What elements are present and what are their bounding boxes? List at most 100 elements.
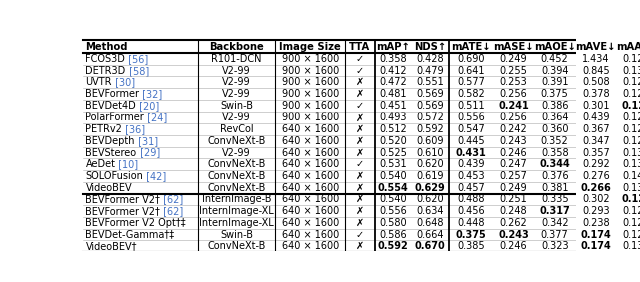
Text: 0.123: 0.123 [623, 230, 640, 239]
Text: 0.130: 0.130 [623, 159, 640, 169]
Text: ✗: ✗ [356, 194, 364, 204]
Text: 900 × 1600: 900 × 1600 [282, 101, 339, 111]
Text: 640 × 1600: 640 × 1600 [282, 171, 339, 181]
Text: 0.428: 0.428 [417, 54, 444, 64]
Text: 900 × 1600: 900 × 1600 [282, 113, 339, 122]
Text: 0.241: 0.241 [498, 101, 529, 111]
Text: 0.556: 0.556 [457, 113, 485, 122]
Text: BEVDet-Gamma†‡: BEVDet-Gamma†‡ [85, 230, 175, 239]
Text: ✗: ✗ [356, 124, 364, 134]
Text: 0.358: 0.358 [380, 54, 407, 64]
Text: 0.592: 0.592 [417, 124, 444, 134]
Text: ConvNeXt-B: ConvNeXt-B [207, 171, 266, 181]
Text: 640 × 1600: 640 × 1600 [282, 241, 339, 251]
Text: 0.360: 0.360 [541, 124, 568, 134]
Text: 0.293: 0.293 [582, 206, 609, 216]
Text: 0.551: 0.551 [417, 77, 444, 87]
Text: UVTR: UVTR [85, 77, 112, 87]
Text: 0.342: 0.342 [541, 218, 568, 228]
Text: BEVFormer V2 Opt†‡: BEVFormer V2 Opt†‡ [85, 218, 186, 228]
Text: 0.248: 0.248 [500, 206, 527, 216]
Text: V2-99: V2-99 [222, 147, 251, 158]
Text: [31]: [31] [135, 136, 158, 146]
Text: [10]: [10] [115, 159, 138, 169]
Text: [56]: [56] [125, 54, 148, 64]
Text: 0.376: 0.376 [541, 171, 568, 181]
Text: InternImage-XL: InternImage-XL [199, 218, 274, 228]
Text: 0.547: 0.547 [457, 124, 485, 134]
Text: VideoBEV: VideoBEV [85, 183, 132, 193]
Text: 0.247: 0.247 [500, 159, 527, 169]
Text: FCOS3D: FCOS3D [85, 54, 125, 64]
Text: 640 × 1600: 640 × 1600 [282, 206, 339, 216]
Text: 0.641: 0.641 [457, 66, 484, 76]
Text: 0.243: 0.243 [500, 136, 527, 146]
Text: ✗: ✗ [356, 89, 364, 99]
Text: Image Size: Image Size [279, 41, 341, 52]
Text: 0.138: 0.138 [623, 147, 640, 158]
Text: ConvNeXt-B: ConvNeXt-B [207, 159, 266, 169]
Text: [24]: [24] [144, 113, 168, 122]
Text: 0.262: 0.262 [500, 218, 527, 228]
Text: 0.554: 0.554 [378, 183, 408, 193]
Text: 0.439: 0.439 [457, 159, 484, 169]
Text: 0.690: 0.690 [457, 54, 484, 64]
Text: 0.302: 0.302 [582, 194, 609, 204]
Text: 0.128: 0.128 [623, 218, 640, 228]
Text: V2-99: V2-99 [222, 77, 251, 87]
Text: 0.133: 0.133 [623, 66, 640, 76]
Text: mAP↑: mAP↑ [376, 41, 410, 52]
Text: DETR3D: DETR3D [85, 66, 125, 76]
Text: 0.317: 0.317 [540, 206, 570, 216]
Text: ✗: ✗ [356, 218, 364, 228]
Text: 0.266: 0.266 [580, 183, 611, 193]
Text: SOLOFusion: SOLOFusion [85, 171, 143, 181]
Text: 0.385: 0.385 [457, 241, 485, 251]
Text: 0.378: 0.378 [582, 89, 609, 99]
Text: [62]: [62] [160, 206, 184, 216]
Text: ✗: ✗ [356, 136, 364, 146]
Text: mAVE↓: mAVE↓ [575, 41, 616, 52]
Text: 0.569: 0.569 [417, 101, 444, 111]
Text: V2-99: V2-99 [222, 66, 251, 76]
Text: ✗: ✗ [356, 113, 364, 122]
Text: 0.335: 0.335 [541, 194, 568, 204]
Text: TTA: TTA [349, 41, 371, 52]
Text: 0.456: 0.456 [457, 206, 485, 216]
Text: BEVFormer V2†: BEVFormer V2† [85, 194, 160, 204]
Text: 0.634: 0.634 [417, 206, 444, 216]
Text: 0.238: 0.238 [582, 218, 609, 228]
Text: 0.452: 0.452 [541, 54, 568, 64]
Text: 0.488: 0.488 [457, 194, 484, 204]
Text: 0.445: 0.445 [457, 136, 485, 146]
Text: 0.242: 0.242 [500, 124, 527, 134]
Text: PETRv2: PETRv2 [85, 124, 122, 134]
Text: BEVStereo: BEVStereo [85, 147, 136, 158]
Text: R101-DCN: R101-DCN [211, 54, 262, 64]
Text: 0.137: 0.137 [623, 241, 640, 251]
Text: 0.253: 0.253 [500, 77, 527, 87]
Text: 0.276: 0.276 [582, 171, 610, 181]
Text: ✗: ✗ [356, 77, 364, 87]
Text: 0.174: 0.174 [580, 241, 611, 251]
Text: 0.648: 0.648 [417, 218, 444, 228]
Text: 0.249: 0.249 [500, 183, 527, 193]
Text: 0.580: 0.580 [380, 218, 407, 228]
Text: NDS↑: NDS↑ [414, 41, 447, 52]
Text: 640 × 1600: 640 × 1600 [282, 218, 339, 228]
Text: [32]: [32] [140, 89, 163, 99]
Text: 0.508: 0.508 [582, 77, 609, 87]
Text: ✗: ✗ [356, 147, 364, 158]
Text: 0.448: 0.448 [457, 218, 484, 228]
Text: AeDet: AeDet [85, 159, 115, 169]
Text: 0.472: 0.472 [380, 77, 407, 87]
Text: [62]: [62] [160, 194, 184, 204]
Text: 0.845: 0.845 [582, 66, 609, 76]
Text: 640 × 1600: 640 × 1600 [282, 124, 339, 134]
Text: 0.375: 0.375 [456, 230, 486, 239]
Text: 0.412: 0.412 [380, 66, 407, 76]
Text: 0.577: 0.577 [457, 77, 485, 87]
Text: 0.246: 0.246 [500, 147, 527, 158]
Text: InternImage-XL: InternImage-XL [199, 206, 274, 216]
Text: 0.123: 0.123 [623, 77, 640, 87]
